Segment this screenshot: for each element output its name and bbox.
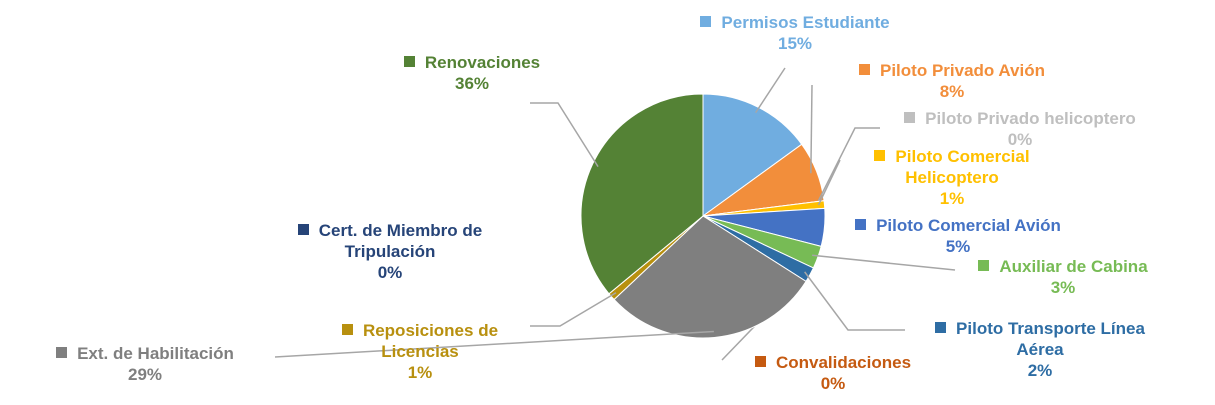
category-label: Cert. de Miembro de Tripulación <box>318 221 483 261</box>
legend-swatch <box>859 64 870 75</box>
category-label: Piloto Comercial Avión <box>876 216 1061 235</box>
category-label: Ext. de Habilitación <box>77 344 234 363</box>
legend-swatch <box>978 260 990 271</box>
legend-swatch <box>874 150 886 161</box>
leader-line <box>810 84 813 174</box>
data-label: Piloto Comercial Avión 5% <box>828 215 1088 257</box>
data-label: Cert. de Miembro de Tripulación 0% <box>265 220 515 283</box>
value-label: 0% <box>820 374 846 393</box>
value-label: 2% <box>1027 361 1053 380</box>
leader-line <box>812 254 956 271</box>
data-label: Renovaciones 36% <box>362 52 582 94</box>
legend-swatch <box>935 322 947 333</box>
category-label: Reposiciones de Licencias <box>362 321 499 361</box>
category-label: Piloto Privado helicoptero <box>925 109 1136 128</box>
data-label: Reposiciones de Licencias 1% <box>310 320 530 383</box>
value-label: 0% <box>377 263 403 282</box>
leader-line <box>530 292 617 327</box>
value-label: 15% <box>777 34 813 53</box>
value-label: 1% <box>939 189 965 208</box>
leader-line <box>817 127 880 202</box>
legend-swatch <box>754 356 766 367</box>
value-label: 5% <box>945 237 971 256</box>
category-label: Auxiliar de Cabina <box>999 257 1148 276</box>
value-label: 1% <box>407 363 433 382</box>
value-label: 0% <box>1007 130 1033 149</box>
legend-swatch <box>700 16 712 27</box>
value-label: 29% <box>127 365 163 384</box>
leader-line <box>755 67 786 114</box>
legend-swatch <box>56 347 68 358</box>
legend-swatch <box>904 112 916 123</box>
category-label: Piloto Comercial Helicoptero <box>895 147 1030 187</box>
leader-line <box>817 159 841 206</box>
category-label: Piloto Privado Avión <box>880 61 1045 80</box>
legend-swatch <box>403 56 415 67</box>
legend-swatch <box>341 324 353 335</box>
category-label: Convalidaciones <box>775 353 912 372</box>
data-label: Permisos Estudiante 15% <box>665 12 925 54</box>
pie-slice <box>580 93 704 295</box>
leader-line <box>804 271 905 331</box>
data-label: Piloto Transporte Línea Aérea 2% <box>915 318 1165 381</box>
data-label: Convalidaciones 0% <box>713 352 953 394</box>
leader-line <box>274 330 714 358</box>
data-label: Auxiliar de Cabina 3% <box>963 256 1163 298</box>
data-label: Piloto Comercial Helicoptero 1% <box>852 146 1052 209</box>
data-label: Piloto Privado helicoptero 0% <box>870 108 1170 150</box>
leader-line <box>530 102 599 168</box>
category-label: Renovaciones <box>424 53 541 72</box>
legend-swatch <box>297 224 309 235</box>
pie-slice <box>613 215 807 339</box>
value-label: 36% <box>454 74 490 93</box>
data-label: Piloto Privado Avión 8% <box>832 60 1072 102</box>
category-label: Permisos Estudiante <box>721 13 890 32</box>
legend-swatch <box>855 219 867 230</box>
data-label: Ext. de Habilitación 29% <box>15 343 275 385</box>
value-label: 3% <box>1050 278 1076 297</box>
value-label: 8% <box>939 82 965 101</box>
category-label: Piloto Transporte Línea Aérea <box>956 319 1145 359</box>
